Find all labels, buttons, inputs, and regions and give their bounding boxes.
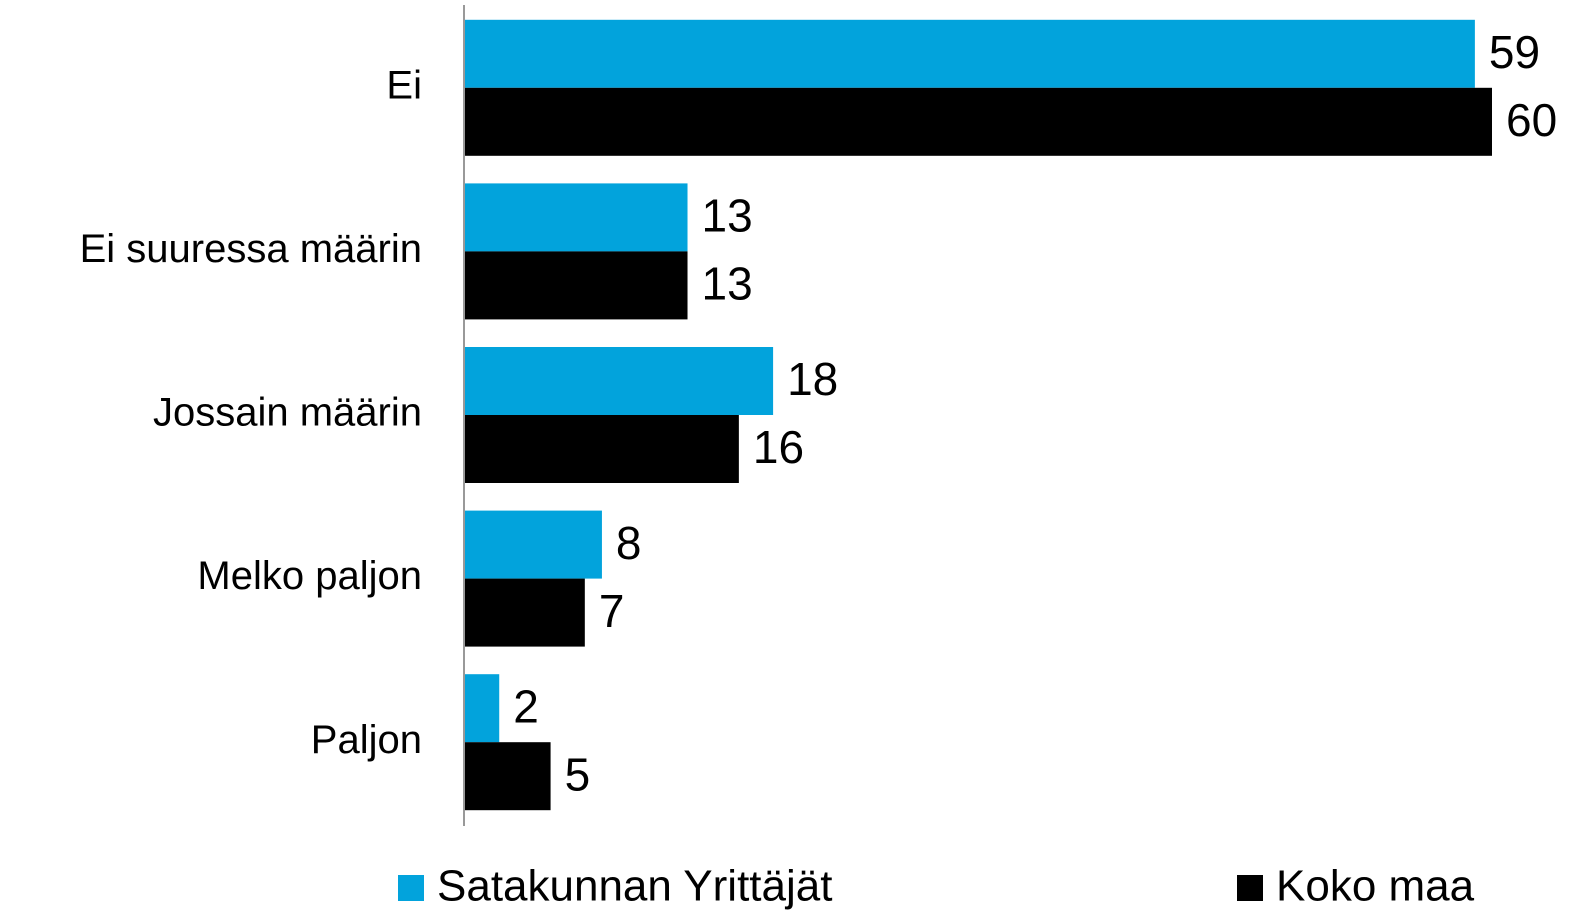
bar (465, 510, 602, 579)
bar (465, 578, 585, 647)
value-label: 18 (787, 353, 838, 405)
value-label: 13 (702, 258, 753, 310)
legend-swatch (398, 875, 424, 901)
value-label: 2 (513, 680, 539, 732)
value-label: 59 (1489, 26, 1540, 78)
value-label: 5 (565, 748, 591, 800)
category-label: Paljon (311, 718, 422, 762)
category-label: Ei (386, 63, 422, 107)
legend-label: Koko maa (1276, 862, 1475, 911)
legend-swatch (1237, 875, 1263, 901)
category-label: Jossain määrin (153, 391, 422, 435)
bar (465, 87, 1492, 156)
value-label: 8 (616, 517, 642, 569)
category-label: Ei suuressa määrin (80, 227, 422, 271)
value-label: 7 (599, 585, 625, 637)
legend-label: Satakunnan Yrittäjät (437, 862, 832, 911)
bar (465, 674, 500, 743)
bar (465, 19, 1475, 88)
bar (465, 415, 739, 483)
bar (465, 183, 688, 252)
bar (465, 251, 688, 320)
value-label: 16 (753, 421, 804, 473)
value-label: 13 (702, 190, 753, 242)
category-label: Melko paljon (197, 554, 422, 598)
value-label: 60 (1506, 94, 1557, 146)
bar (465, 347, 774, 415)
bar (465, 742, 551, 811)
